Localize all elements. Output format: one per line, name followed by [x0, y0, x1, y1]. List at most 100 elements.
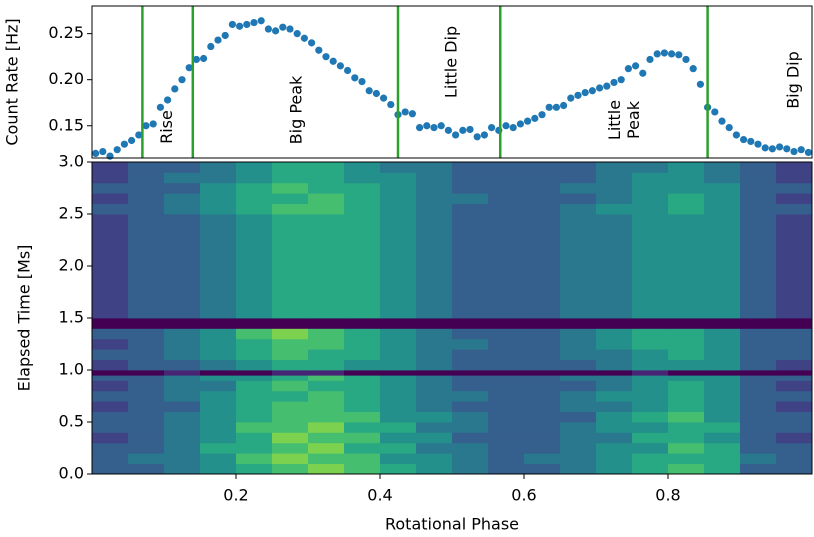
- heatmap-cell: [524, 338, 561, 350]
- data-point: [596, 84, 604, 92]
- heatmap-cell: [128, 182, 165, 194]
- heatmap-cell: [344, 463, 381, 475]
- heatmap-cell: [596, 422, 633, 433]
- heatmap-cell: [452, 193, 489, 204]
- heatmap-cell: [128, 411, 165, 423]
- heatmap-cell: [524, 328, 561, 340]
- data-point: [171, 85, 179, 93]
- heatmap-cell: [488, 442, 525, 454]
- heatmap-cell: [668, 162, 705, 173]
- y-axis-label: Count Rate [Hz]: [3, 18, 22, 145]
- heatmap-cell: [596, 338, 633, 350]
- heatmap-cell: [596, 172, 633, 184]
- heatmap-cell: [452, 453, 489, 464]
- data-point: [603, 82, 611, 90]
- data-point: [329, 57, 337, 65]
- heatmap-cell: [452, 390, 489, 402]
- heatmap-cell: [164, 193, 201, 204]
- heatmap-cell: [128, 193, 165, 204]
- heatmap-cell: [452, 442, 489, 454]
- heatmap-cell: [200, 349, 237, 360]
- heatmap-cell: [200, 422, 237, 433]
- heatmap-cell: [344, 453, 381, 464]
- heatmap-cell: [668, 359, 705, 371]
- heatmap-cell: [632, 162, 669, 173]
- heatmap-cell: [488, 401, 525, 412]
- heatmap-cell: [740, 442, 777, 454]
- heatmap-cell: [776, 162, 813, 173]
- heatmap-cell: [344, 338, 381, 350]
- heatmap-cell: [704, 380, 741, 392]
- heatmap-cell: [308, 318, 345, 329]
- heatmap-cell: [344, 172, 381, 184]
- heatmap-cell: [344, 380, 381, 392]
- heatmap-cell: [740, 359, 777, 371]
- heatmap-cell: [308, 214, 345, 319]
- heatmap-cell: [488, 390, 525, 402]
- data-point: [308, 39, 316, 47]
- data-point: [718, 117, 726, 125]
- heatmap-cell: [740, 214, 777, 319]
- x-axis-label: Rotational Phase: [385, 515, 519, 534]
- data-point: [610, 78, 618, 87]
- heatmap-cell: [632, 338, 669, 350]
- heatmap-cell: [92, 172, 129, 184]
- heatmap-cell: [524, 182, 561, 194]
- heatmap-cell: [488, 349, 525, 360]
- heatmap-cell: [776, 328, 813, 340]
- heatmap-cell: [308, 370, 345, 376]
- heatmap-cell: [524, 203, 561, 215]
- heatmap-cell: [488, 182, 525, 194]
- heatmap-cell: [92, 203, 129, 215]
- heatmap-cell: [704, 193, 741, 204]
- heatmap-cell: [128, 318, 165, 329]
- heatmap-cell: [704, 432, 741, 444]
- heatmap-cell: [92, 390, 129, 402]
- heatmap-cell: [740, 390, 777, 402]
- heatmap-cell: [560, 375, 597, 381]
- heatmap-cell: [164, 182, 201, 194]
- heatmap-cell: [632, 214, 669, 319]
- data-point: [711, 108, 719, 116]
- heatmap-cell: [344, 359, 381, 371]
- heatmap-cell: [704, 453, 741, 464]
- heatmap-cell: [308, 182, 345, 194]
- data-point: [632, 62, 640, 70]
- heatmap-cell: [488, 328, 525, 340]
- heatmap-cell: [596, 193, 633, 204]
- heatmap-cell: [272, 318, 309, 329]
- heatmap-cell: [524, 442, 561, 454]
- heatmap-cell: [128, 463, 165, 475]
- heatmap-cell: [488, 214, 525, 319]
- heatmap-cell: [128, 422, 165, 433]
- heatmap-cell: [596, 453, 633, 464]
- heatmap-cell: [704, 390, 741, 402]
- heatmap-cell: [776, 422, 813, 433]
- annotation: Little: [605, 100, 624, 140]
- y-tick-label: 0.15: [48, 115, 84, 134]
- y-tick-label: 2.0: [59, 256, 84, 275]
- heatmap-cell: [452, 422, 489, 433]
- heatmap-cell: [416, 390, 453, 402]
- heatmap-cell: [704, 318, 741, 329]
- heatmap-cell: [416, 338, 453, 350]
- heatmap-cell: [740, 182, 777, 194]
- data-point: [257, 17, 265, 25]
- heatmap-cell: [272, 375, 309, 381]
- heatmap-cell: [344, 318, 381, 329]
- heatmap-cell: [380, 453, 417, 464]
- heatmap-cell: [668, 453, 705, 464]
- heatmap-cell: [380, 370, 417, 376]
- heatmap-cell: [200, 318, 237, 329]
- heatmap-cell: [524, 390, 561, 402]
- data-point: [293, 30, 301, 38]
- heatmap-cell: [416, 359, 453, 371]
- data-point: [761, 144, 769, 152]
- heatmap-cell: [704, 370, 741, 376]
- heatmap-cell: [560, 203, 597, 215]
- data-point: [315, 46, 323, 54]
- heatmap-cell: [380, 463, 417, 475]
- heatmap-cell: [308, 422, 345, 433]
- heatmap-cell: [740, 422, 777, 433]
- heatmap-cell: [164, 370, 201, 376]
